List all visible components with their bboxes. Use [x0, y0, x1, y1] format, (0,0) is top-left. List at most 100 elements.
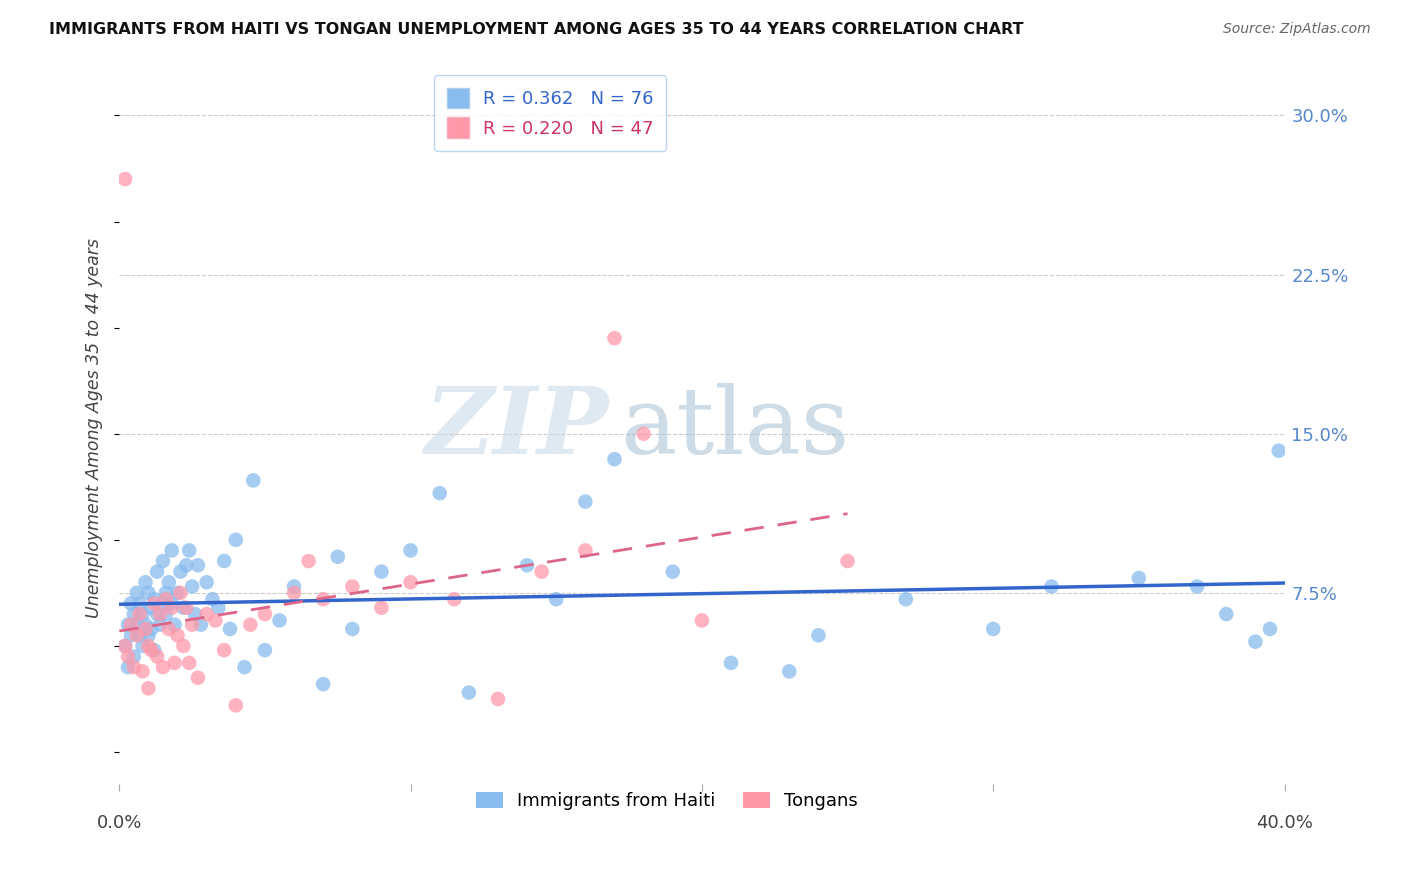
Point — [138, 628, 160, 642]
Point — [131, 607, 153, 621]
Point — [160, 597, 183, 611]
Point — [155, 592, 177, 607]
Point — [138, 586, 160, 600]
Point — [146, 607, 169, 621]
Point — [457, 685, 479, 699]
Point — [212, 643, 235, 657]
Point — [138, 639, 160, 653]
Text: IMMIGRANTS FROM HAITI VS TONGAN UNEMPLOYMENT AMONG AGES 35 TO 44 YEARS CORRELATI: IMMIGRANTS FROM HAITI VS TONGAN UNEMPLOY… — [49, 22, 1024, 37]
Point — [155, 586, 177, 600]
Point — [326, 549, 349, 564]
Point — [443, 592, 465, 607]
Point — [633, 426, 655, 441]
Point — [312, 592, 335, 607]
Point — [155, 607, 177, 621]
Point — [720, 656, 742, 670]
Point — [117, 660, 139, 674]
Text: ZIP: ZIP — [425, 384, 609, 474]
Point — [486, 692, 509, 706]
Point — [298, 554, 321, 568]
Point — [181, 580, 204, 594]
Point — [160, 600, 183, 615]
Point — [128, 628, 150, 642]
Legend: Immigrants from Haiti, Tongans: Immigrants from Haiti, Tongans — [468, 785, 865, 817]
Point — [146, 565, 169, 579]
Point — [342, 622, 364, 636]
Point — [399, 543, 422, 558]
Point — [134, 575, 156, 590]
Point — [114, 172, 136, 186]
Point — [837, 554, 859, 568]
Point — [149, 607, 172, 621]
Point — [981, 622, 1004, 636]
Point — [187, 558, 209, 573]
Point — [172, 600, 194, 615]
Point — [690, 614, 713, 628]
Point — [179, 656, 201, 670]
Point — [190, 617, 212, 632]
Point — [370, 600, 392, 615]
Point — [125, 617, 148, 632]
Point — [179, 543, 201, 558]
Point — [253, 607, 276, 621]
Point — [530, 565, 553, 579]
Point — [181, 617, 204, 632]
Point — [163, 617, 186, 632]
Point — [120, 617, 142, 632]
Point — [195, 607, 218, 621]
Point — [201, 592, 224, 607]
Point — [143, 643, 166, 657]
Point — [128, 607, 150, 621]
Point — [114, 639, 136, 653]
Point — [312, 677, 335, 691]
Point — [131, 639, 153, 653]
Point — [122, 660, 145, 674]
Point — [1185, 580, 1208, 594]
Text: atlas: atlas — [620, 384, 849, 474]
Point — [128, 597, 150, 611]
Point — [122, 607, 145, 621]
Text: Source: ZipAtlas.com: Source: ZipAtlas.com — [1223, 22, 1371, 37]
Point — [1258, 622, 1281, 636]
Point — [342, 580, 364, 594]
Point — [283, 586, 305, 600]
Point — [122, 649, 145, 664]
Point — [283, 580, 305, 594]
Point — [1040, 580, 1063, 594]
Point — [242, 474, 264, 488]
Y-axis label: Unemployment Among Ages 35 to 44 years: Unemployment Among Ages 35 to 44 years — [86, 238, 103, 618]
Point — [125, 628, 148, 642]
Point — [120, 597, 142, 611]
Point — [166, 628, 188, 642]
Point — [134, 617, 156, 632]
Point — [117, 617, 139, 632]
Point — [574, 543, 596, 558]
Point — [152, 597, 174, 611]
Point — [207, 600, 229, 615]
Point — [131, 665, 153, 679]
Point — [233, 660, 256, 674]
Text: 0.0%: 0.0% — [97, 814, 142, 832]
Point — [125, 586, 148, 600]
Point — [195, 575, 218, 590]
Point — [661, 565, 683, 579]
Point — [157, 622, 180, 636]
Point — [225, 698, 247, 713]
Text: 40.0%: 40.0% — [1256, 814, 1313, 832]
Point — [1267, 443, 1289, 458]
Point — [225, 533, 247, 547]
Point — [1215, 607, 1237, 621]
Point — [894, 592, 917, 607]
Point — [138, 681, 160, 696]
Point — [603, 452, 626, 467]
Point — [169, 586, 191, 600]
Point — [114, 639, 136, 653]
Point — [120, 628, 142, 642]
Point — [219, 622, 242, 636]
Point — [141, 600, 163, 615]
Point — [174, 558, 197, 573]
Point — [152, 554, 174, 568]
Point — [172, 639, 194, 653]
Point — [204, 614, 226, 628]
Point — [1128, 571, 1150, 585]
